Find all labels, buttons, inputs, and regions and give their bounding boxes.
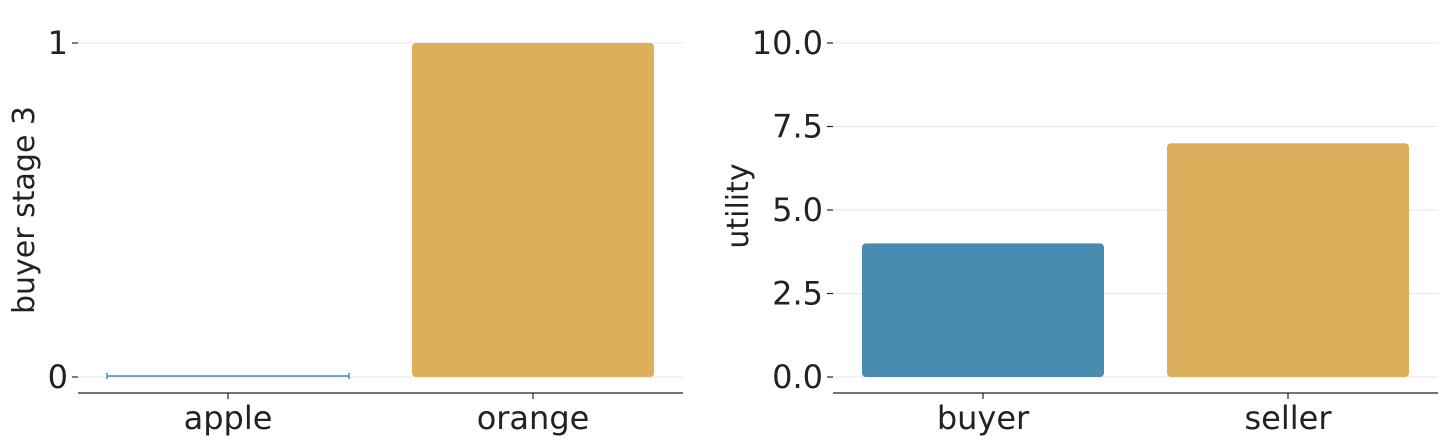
x-tick-label: orange: [477, 399, 590, 437]
y-tick-label: 10.0: [752, 24, 823, 62]
y-tick-label: 7.5: [772, 108, 823, 146]
y-axis-label: buyer stage 3: [7, 106, 42, 314]
chart-panel-right: 0.0 2.5 5.0 7.5 10.0 buyer seller utility: [721, 24, 1438, 437]
y-tick-label: 2.5: [772, 275, 823, 313]
bar-orange: [412, 43, 654, 377]
y-axis-label: utility: [721, 163, 756, 248]
y-tick-label: 1: [48, 24, 68, 62]
bar-seller: [1167, 143, 1409, 377]
y-tick-label: 0.0: [772, 358, 823, 396]
bar-buyer: [862, 243, 1104, 377]
x-tick-label: seller: [1245, 399, 1333, 437]
x-tick-label: apple: [184, 399, 273, 437]
y-tick-label: 0: [48, 358, 68, 396]
y-tick-label: 5.0: [772, 191, 823, 229]
x-tick-label: buyer: [937, 399, 1030, 437]
chart-panel-left: 0 1 apple orange buyer stage 3: [7, 24, 683, 437]
